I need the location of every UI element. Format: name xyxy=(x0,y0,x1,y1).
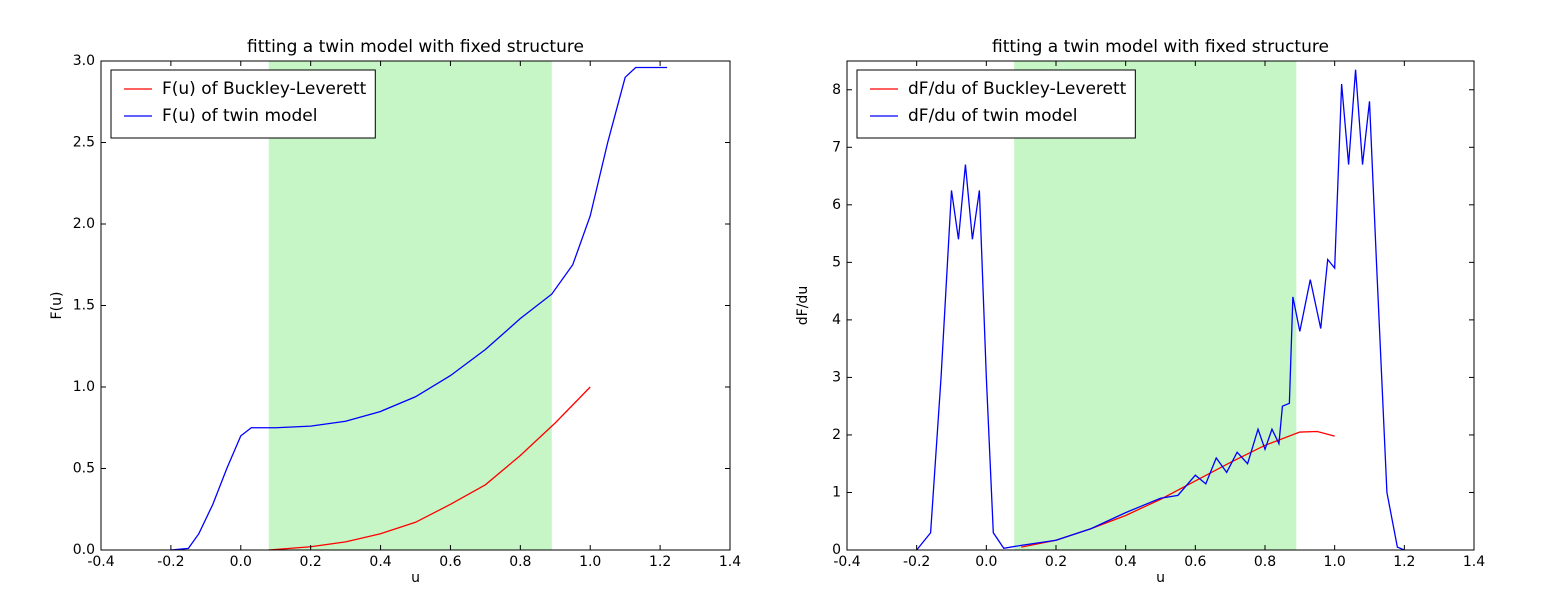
y-tick-label: 6 xyxy=(832,197,841,213)
x-tick-label: 0.2 xyxy=(1045,554,1067,570)
y-tick-label: 0 xyxy=(832,542,841,558)
x-axis-label: u xyxy=(1156,570,1165,586)
legend-label: F(u) of Buckley-Leverett xyxy=(162,79,367,99)
x-tick-label: 1.4 xyxy=(719,554,741,570)
y-tick-label: 8 xyxy=(832,82,841,98)
y-tick-label: 2 xyxy=(832,427,841,443)
x-tick-label: 1.2 xyxy=(1393,554,1415,570)
x-tick-label: 0.0 xyxy=(230,554,252,570)
x-tick-label: 0.8 xyxy=(1254,554,1276,570)
x-tick-label: 1.0 xyxy=(1324,554,1346,570)
x-tick-label: -0.2 xyxy=(903,554,930,570)
x-tick-label: -0.4 xyxy=(833,554,860,570)
x-tick-label: 0.2 xyxy=(300,554,322,570)
x-tick-label: 0.0 xyxy=(975,554,997,570)
x-axis-label: u xyxy=(411,570,420,586)
line xyxy=(268,386,591,551)
y-tick-label: 1.5 xyxy=(73,298,95,314)
y-tick-label: 0.0 xyxy=(73,542,95,558)
y-tick-label: 0.5 xyxy=(73,461,95,477)
legend-label: F(u) of twin model xyxy=(162,106,317,126)
y-tick-label: 2.5 xyxy=(73,135,95,151)
y-tick-label: 1 xyxy=(832,484,841,500)
y-axis-label: F(u) xyxy=(49,292,65,320)
y-tick-label: 5 xyxy=(832,254,841,270)
chart-title: fitting a twin model with fixed structur… xyxy=(992,37,1329,57)
x-tick-label: 0.6 xyxy=(1184,554,1206,570)
x-tick-label: 1.2 xyxy=(649,554,671,570)
x-tick-label: 0.6 xyxy=(439,554,461,570)
y-tick-label: 7 xyxy=(832,139,841,155)
x-tick-label: 1.0 xyxy=(579,554,601,570)
x-tick-label: 0.4 xyxy=(1115,554,1137,570)
line xyxy=(916,69,1405,551)
y-tick-label: 1.0 xyxy=(73,379,95,395)
legend-frame xyxy=(110,69,376,139)
y-tick-label: 3.0 xyxy=(73,53,95,69)
shaded-span xyxy=(1014,61,1297,550)
y-axis-label: dF/du xyxy=(795,286,811,325)
axes-frame xyxy=(846,60,1475,551)
legend-frame xyxy=(856,69,1136,139)
x-tick-label: 1.4 xyxy=(1463,554,1485,570)
x-tick-label: 0.8 xyxy=(509,554,531,570)
y-tick-label: 2.0 xyxy=(73,216,95,232)
x-tick-label: -0.4 xyxy=(87,554,114,570)
legend-label: dF/du of twin model xyxy=(908,106,1077,126)
y-tick-label: 3 xyxy=(832,369,841,385)
legend-label: dF/du of Buckley-Leverett xyxy=(908,79,1127,99)
x-tick-label: -0.2 xyxy=(157,554,184,570)
line xyxy=(170,66,668,551)
chart-title: fitting a twin model with fixed structur… xyxy=(247,37,584,57)
x-tick-label: 0.4 xyxy=(369,554,391,570)
y-tick-label: 4 xyxy=(832,312,841,328)
